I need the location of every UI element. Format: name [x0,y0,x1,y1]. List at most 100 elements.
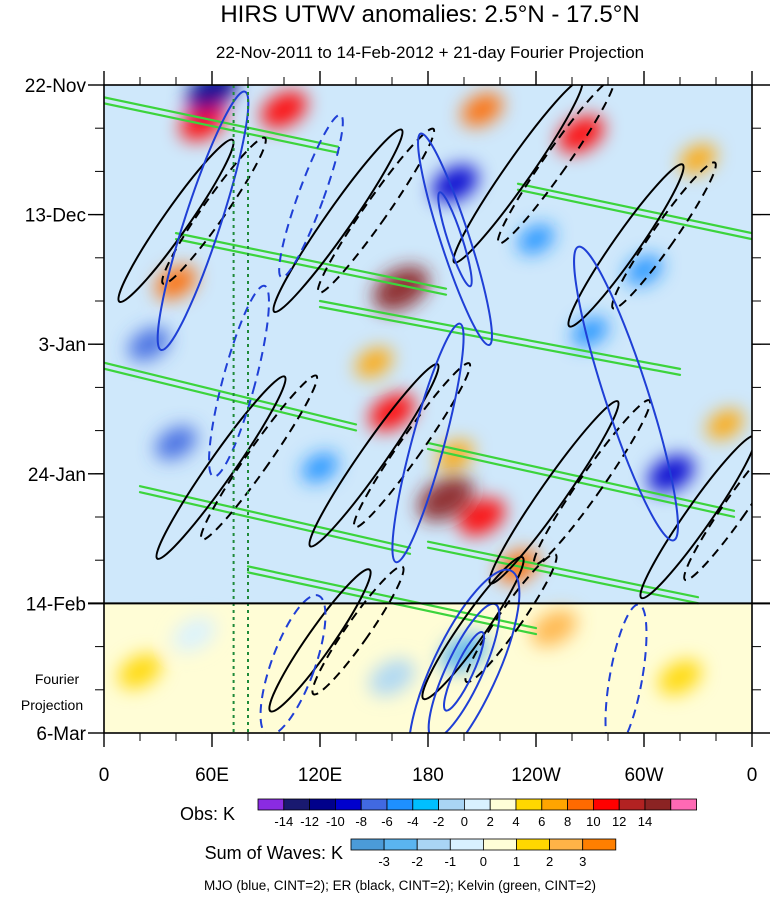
kelvin-contour [318,305,682,376]
x-tick-label: 0 [747,765,758,786]
obs-colorbar: Obs: K -14 -12 -10 -8 -6 -4 -2 0 2 4 6 8 10 12 14 [180,798,697,829]
mjo-contour-negative [278,113,344,279]
kelvin-contour [516,182,752,235]
x-axis: 0 60E 120E 180 120W 60W 0 [99,71,758,786]
anomaly-blob [706,409,744,440]
mjo-contour-negative [208,284,270,478]
obs-colorbar-level: -14 [274,814,293,829]
projection-label-line2: Projection [21,697,83,713]
er-contour-negative [464,553,558,684]
anomaly-blob [571,316,609,347]
er-contour-negative [316,127,436,294]
waves-colorbar-swatch [516,838,550,851]
y-tick-label: 22-Nov [25,76,87,97]
x-tick-label: 60E [195,765,229,786]
obs-colorbar-swatch [334,798,362,811]
obs-colorbar-label: Obs: K [180,804,235,824]
chart-subtitle: 22-Nov-2011 to 14-Feb-2012 + 21-day Four… [216,43,644,62]
anomaly-blob [461,92,503,127]
y-tick-label: 6-Mar [36,724,86,745]
obs-colorbar-level: -4 [407,814,419,829]
anomaly-blob [625,255,663,286]
obs-colorbar-swatch [309,798,336,811]
waves-colorbar-swatch [383,838,418,851]
kelvin-contour [426,447,736,518]
er-contour [452,85,584,264]
er-contour-negative [199,374,319,541]
waves-colorbar-swatch [482,838,517,851]
waves-colorbar: Sum of Waves: K -3 -2 -1 0 1 2 3 [205,838,617,869]
obs-colorbar-level: -6 [381,814,393,829]
er-contour-negative [352,362,472,529]
obs-colorbar-swatch [567,798,594,811]
obs-colorbar-level: 14 [638,814,652,829]
kelvin-contour [318,299,682,370]
kelvin-contour [104,361,358,426]
projection-label-line1: Fourier [35,671,80,687]
obs-colorbar-swatch [283,798,310,811]
anomaly-blob [186,85,238,112]
obs-colorbar-swatch [489,798,517,811]
anomaly-blob [128,327,170,361]
er-contour [308,363,440,548]
chart-title: HIRS UTWV anomalies: 2.5°N - 17.5°N [220,1,639,28]
obs-colorbar-swatch [463,798,491,811]
mjo-contour-negative [259,594,327,733]
kelvin-contour [138,491,412,555]
waves-colorbar-swatch [549,838,584,851]
kelvin-contour [104,367,358,432]
waves-colorbar-swatch [449,838,484,851]
mjo-contour [391,322,465,564]
anomaly-blob [458,498,506,536]
er-contour-negative [311,565,405,696]
anomaly-blob [369,659,415,696]
obs-colorbar-swatch [386,798,414,811]
waves-colorbar-level: 1 [513,854,520,869]
x-tick-label: 0 [99,765,110,786]
er-contour [117,138,235,303]
waves-colorbar-level: 2 [546,854,553,869]
er-contour-negative [611,161,717,310]
er-contour-negative [683,432,752,582]
y-tick-label: 24-Jan [28,465,86,486]
obs-colorbar-level: -10 [326,814,345,829]
anomaly-blob [658,660,702,695]
er-contour [268,568,372,713]
obs-colorbar-swatch [670,798,697,811]
er-contour [272,128,404,314]
obs-colorbar-swatch [360,798,388,811]
x-tick-label: 180 [412,765,444,786]
waves-colorbar-swatch [416,838,451,851]
anomaly-blob [301,452,339,483]
anomaly-blob [179,103,227,141]
waves-colorbar-swatch [582,838,617,851]
y-tick-label: 3-Jan [38,335,86,356]
y-tick-label: 13-Dec [25,206,86,227]
anomaly-blob [118,653,162,689]
kelvin-contour [516,188,752,241]
x-tick-label: 60W [624,765,663,786]
obs-colorbar-level: 2 [487,814,494,829]
obs-colorbar-swatch [412,798,439,811]
er-contour-negative [532,399,652,566]
x-tick-label: 120E [298,765,342,786]
kelvin-contour [426,540,700,599]
obs-colorbar-swatch [644,798,672,811]
mjo-contour [443,630,485,712]
obs-colorbar-swatch [593,798,620,811]
anomaly-blob [155,426,197,460]
waves-colorbar-swatch [350,838,385,851]
kelvin-contour [138,485,412,549]
waves-colorbar-level: -2 [411,854,423,869]
er-contour [639,434,752,600]
anomaly-blob [517,224,555,255]
waves-colorbar-level: -1 [445,854,457,869]
kelvin-contour [104,102,340,154]
overlay-legend-note: MJO (blue, CINT=2); ER (black, CINT=2); … [204,878,596,893]
highlight-longitudes [232,85,249,733]
mjo-contour [437,191,473,288]
anomaly-blob [368,393,416,431]
obs-colorbar-level: -8 [355,814,367,829]
mjo-contour [407,568,521,733]
kelvin-contour [104,96,340,148]
